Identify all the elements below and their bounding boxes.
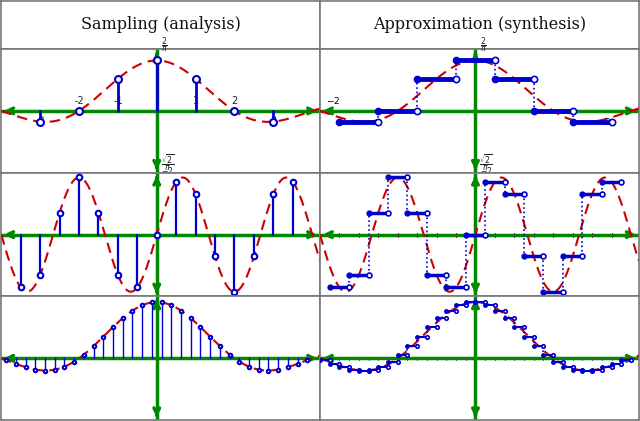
Text: 3: 3 — [270, 116, 276, 126]
Text: 2: 2 — [232, 96, 237, 106]
Text: -2: -2 — [74, 96, 84, 106]
Text: $-2$: $-2$ — [326, 95, 340, 106]
Text: $\frac{2}{\pi}$: $\frac{2}{\pi}$ — [480, 36, 487, 56]
Text: $\frac{\sqrt{2}}{\pi}$: $\frac{\sqrt{2}}{\pi}$ — [161, 152, 174, 173]
Text: Sampling (analysis): Sampling (analysis) — [81, 16, 241, 33]
Text: -3: -3 — [35, 116, 45, 126]
Text: $\frac{-2}{\pi}$: $\frac{-2}{\pi}$ — [480, 166, 493, 186]
Text: $\frac{-2}{\pi}$: $\frac{-2}{\pi}$ — [161, 166, 175, 186]
Text: $\frac{\sqrt{2}}{\pi}$: $\frac{\sqrt{2}}{\pi}$ — [479, 152, 493, 173]
Text: $\frac{2}{\pi}$: $\frac{2}{\pi}$ — [161, 36, 168, 56]
Text: -1: -1 — [113, 96, 123, 106]
Text: n: n — [330, 106, 337, 116]
Text: $3$: $3$ — [604, 116, 611, 127]
Text: $\frac{-\sqrt{2}}{\pi}$: $\frac{-\sqrt{2}}{\pi}$ — [161, 296, 180, 317]
Text: n: n — [330, 353, 337, 363]
Text: $\frac{-\sqrt{2}}{\pi}$: $\frac{-\sqrt{2}}{\pi}$ — [479, 296, 499, 317]
Text: Approximation (synthesis): Approximation (synthesis) — [372, 16, 586, 33]
Text: 1: 1 — [193, 96, 198, 106]
Text: n: n — [330, 229, 337, 240]
